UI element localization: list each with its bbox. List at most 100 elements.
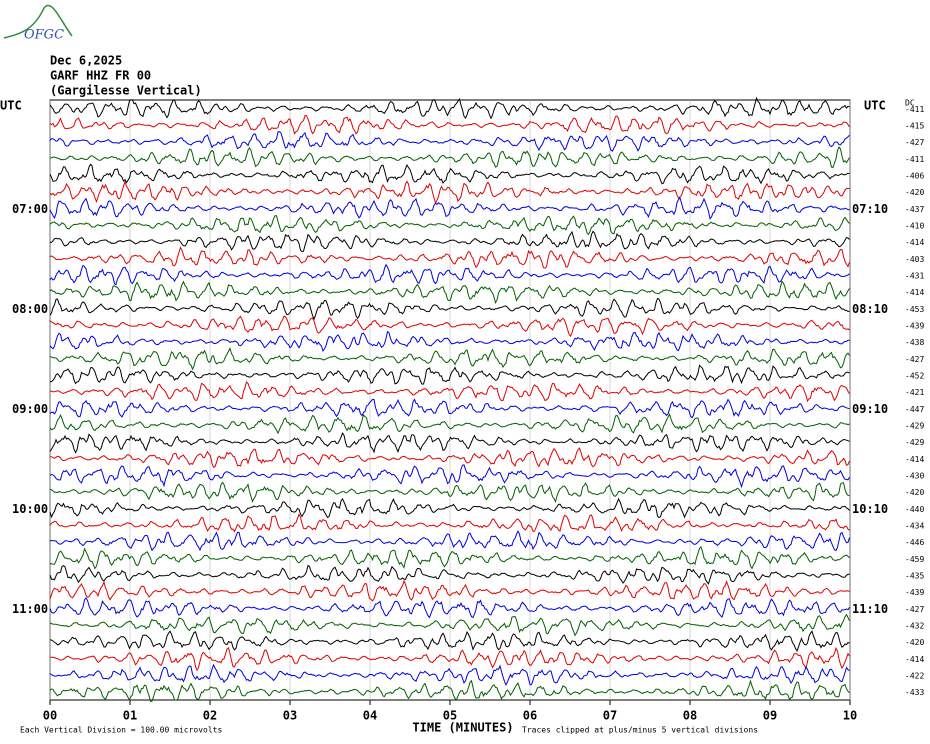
dc-offset: -427	[905, 355, 924, 364]
dc-offset: -429	[905, 438, 924, 447]
x-tick-label: 02	[203, 709, 217, 723]
right-header: UTC	[864, 99, 886, 113]
left-time-label: 11:00	[12, 602, 48, 616]
trace	[49, 196, 850, 220]
trace	[49, 297, 850, 321]
trace	[49, 146, 850, 169]
left-time-label: 07:00	[12, 202, 48, 216]
dc-offset: -438	[905, 338, 924, 347]
trace	[49, 180, 850, 205]
trace	[49, 280, 850, 305]
trace	[49, 597, 850, 619]
left-header: UTC	[0, 99, 22, 113]
dc-offset: -414	[905, 455, 924, 464]
right-time-label: 07:10	[852, 202, 888, 216]
site: (Gargilesse Vertical)	[50, 84, 202, 98]
trace	[49, 263, 850, 286]
logo-curve	[3, 4, 73, 39]
dc-offset: -427	[905, 138, 924, 147]
right-time-label: 09:10	[852, 402, 888, 416]
dc-offset: -411	[905, 105, 924, 114]
dc-offset: -414	[905, 238, 924, 247]
trace	[49, 646, 850, 672]
trace	[49, 679, 850, 702]
trace	[49, 663, 850, 686]
footer-left: Each Vertical Division = 100.00 microvol…	[20, 726, 222, 735]
trace	[49, 497, 850, 519]
x-tick-label: 05	[443, 709, 457, 723]
trace	[49, 412, 850, 435]
left-time-label: 09:00	[12, 402, 48, 416]
trace	[49, 315, 850, 338]
dc-offset: -452	[905, 372, 924, 381]
dc-offset: -403	[905, 255, 924, 264]
x-tick-label: 03	[283, 709, 297, 723]
left-time-label: 08:00	[12, 302, 48, 316]
trace	[49, 163, 850, 185]
dc-header: DC	[905, 99, 915, 108]
trace	[49, 579, 850, 602]
trace	[49, 513, 850, 533]
dc-offset: -414	[905, 655, 924, 664]
trace	[49, 364, 850, 385]
dc-offset: -430	[905, 472, 924, 481]
dc-offset: -435	[905, 572, 924, 581]
trace	[49, 115, 850, 135]
right-time-label: 08:10	[852, 302, 888, 316]
trace	[49, 246, 850, 269]
right-time-label: 10:10	[852, 502, 888, 516]
trace	[49, 630, 850, 653]
trace	[49, 464, 850, 489]
dc-offset: -415	[905, 122, 924, 131]
trace	[49, 330, 850, 352]
dc-offset: -420	[905, 188, 924, 197]
trace	[49, 131, 850, 152]
x-tick-label: 00	[43, 709, 57, 723]
trace	[49, 381, 850, 403]
dc-offset: -429	[905, 422, 924, 431]
right-time-label: 11:10	[852, 602, 888, 616]
dc-offset: -459	[905, 555, 924, 564]
x-tick-label: 04	[363, 709, 377, 723]
dc-offset: -453	[905, 305, 924, 314]
dc-offset: -414	[905, 288, 924, 297]
trace	[49, 215, 850, 236]
x-tick-label: 08	[683, 709, 697, 723]
dc-offset: -439	[905, 588, 924, 597]
trace	[49, 481, 850, 504]
trace	[49, 546, 850, 570]
dc-offset: -440	[905, 505, 924, 514]
dc-offset: -437	[905, 205, 924, 214]
dc-offset: -422	[905, 672, 924, 681]
dc-offset: -427	[905, 605, 924, 614]
dc-offset: -447	[905, 405, 924, 414]
dc-offset: -446	[905, 538, 924, 547]
trace	[49, 447, 850, 468]
dc-offset: -434	[905, 522, 924, 531]
trace	[49, 564, 850, 585]
dc-offset: -432	[905, 622, 924, 631]
left-time-label: 10:00	[12, 502, 48, 516]
trace	[49, 96, 850, 120]
station: GARF HHZ FR 00	[50, 69, 151, 83]
dc-offset: -421	[905, 388, 924, 397]
dc-offset: -420	[905, 638, 924, 647]
trace	[49, 432, 850, 454]
dc-offset: -431	[905, 272, 924, 281]
trace	[49, 530, 850, 552]
dc-offset: -433	[905, 688, 924, 697]
date: Dec 6,2025	[50, 54, 122, 68]
x-tick-label: 07	[603, 709, 617, 723]
x-tick-label: 09	[763, 709, 777, 723]
trace	[49, 230, 850, 253]
dc-offset: -411	[905, 155, 924, 164]
trace	[49, 613, 850, 637]
trace	[49, 398, 850, 419]
x-tick-label: 10	[843, 709, 857, 723]
trace	[49, 347, 850, 371]
footer-right: Traces clipped at plus/minus 5 vertical …	[522, 726, 758, 735]
dc-offset: -420	[905, 488, 924, 497]
dc-offset: -439	[905, 322, 924, 331]
x-tick-label: 01	[123, 709, 137, 723]
